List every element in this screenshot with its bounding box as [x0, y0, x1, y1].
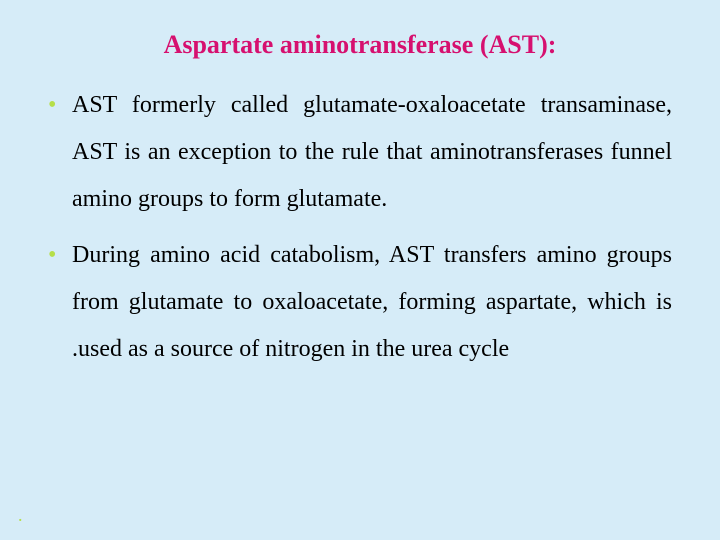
bullet-text: AST formerly called glutamate-oxaloaceta… [72, 92, 672, 212]
bullet-text: During amino acid catabolism, AST transf… [72, 242, 672, 362]
footer-dot: . [18, 505, 23, 526]
list-item: AST formerly called glutamate-oxaloaceta… [48, 82, 672, 222]
list-item: During amino acid catabolism, AST transf… [48, 232, 672, 372]
slide-title: Aspartate aminotransferase (AST): [48, 30, 672, 60]
bullet-list: AST formerly called glutamate-oxaloaceta… [48, 82, 672, 373]
